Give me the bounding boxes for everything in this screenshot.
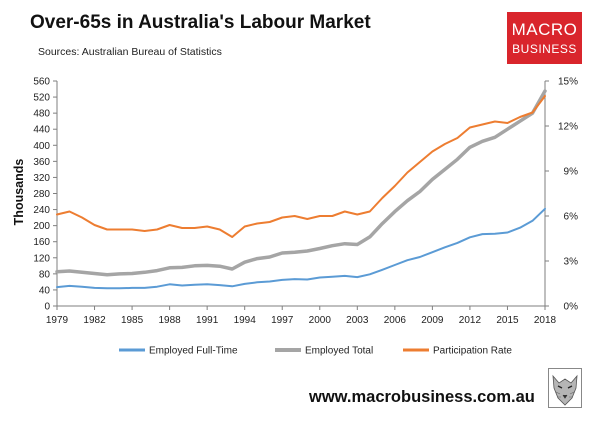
x-tick-label: 2015 [496, 315, 519, 326]
x-tick-label: 1988 [158, 315, 181, 326]
x-tick-label: 1985 [121, 315, 144, 326]
chart-subtitle: Sources: Australian Bureau of Statistics [38, 46, 222, 58]
website-url: www.macrobusiness.com.au [309, 388, 535, 406]
series-line-employed-total [55, 89, 547, 277]
y-tick-label: 120 [33, 253, 50, 264]
y-tick-label: 240 [33, 205, 50, 216]
y-tick-label: 280 [33, 189, 50, 200]
macrobusiness-logo: MACRO BUSINESS [507, 12, 582, 64]
y-tick-label: 0 [44, 302, 50, 313]
y-tick-label: 520 [33, 93, 50, 104]
y-tick-label: 480 [33, 109, 50, 120]
legend-label: Employed Total [305, 346, 373, 357]
y-tick-label: 560 [33, 77, 50, 88]
legend: Employed Full-Time Employed Total Particip… [119, 346, 512, 357]
chart-title: Over-65s in Australia's Labour Market [30, 12, 371, 33]
x-tick-label: 1997 [271, 315, 294, 326]
series-line-participation-rate [56, 95, 546, 238]
logo-line-1: MACRO [511, 20, 578, 39]
y-tick-label: 400 [33, 141, 50, 152]
y-axis-label: Thousands [12, 159, 26, 226]
y2-tick-label: 9% [564, 167, 579, 178]
x-tick-label: 2006 [384, 315, 407, 326]
y-tick-label: 440 [33, 125, 50, 136]
x-axis-ticks: 1979 1982 1985 1988 1991 1994 1997 2000 2003 2006… [46, 306, 557, 326]
x-tick-label: 2018 [534, 315, 557, 326]
y-tick-label: 360 [33, 157, 50, 168]
legend-label: Participation Rate [433, 346, 512, 357]
x-tick-label: 1979 [46, 315, 69, 326]
y-tick-label: 40 [39, 285, 51, 296]
y-tick-label: 320 [33, 173, 50, 184]
legend-label: Employed Full-Time [149, 346, 238, 357]
y-tick-label: 160 [33, 237, 50, 248]
y-tick-label: 200 [33, 221, 50, 232]
left-axis-ticks: 0 40 80 120 160 200 240 280 320 360 400 440 480 520 56… [33, 77, 57, 313]
y2-tick-label: 3% [564, 257, 579, 268]
x-tick-label: 1994 [234, 315, 257, 326]
y2-tick-label: 6% [564, 212, 579, 223]
y2-tick-label: 15% [558, 77, 578, 88]
right-axis-ticks: 0% 3% 6% 9% 12% 15% [545, 77, 578, 313]
x-tick-label: 2003 [346, 315, 369, 326]
series-lines [55, 89, 547, 290]
series-line-employed-full-time [56, 207, 546, 290]
x-tick-label: 2000 [309, 315, 332, 326]
x-tick-label: 2009 [421, 315, 444, 326]
y2-tick-label: 0% [564, 302, 579, 313]
x-tick-label: 2012 [459, 315, 482, 326]
x-tick-label: 1991 [196, 315, 219, 326]
y-tick-label: 80 [39, 269, 51, 280]
logo-line-2: BUSINESS [512, 42, 577, 56]
x-tick-label: 1982 [83, 315, 106, 326]
y2-tick-label: 12% [558, 122, 578, 133]
wolf-mascot-icon [548, 368, 582, 408]
